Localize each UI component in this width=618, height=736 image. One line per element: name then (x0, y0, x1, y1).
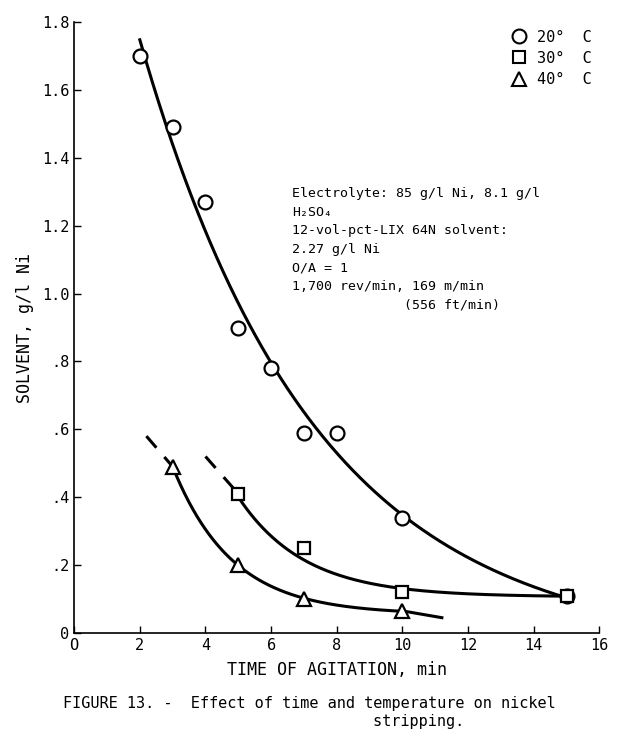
Legend: 20°  C, 30°  C, 40°  C: 20° C, 30° C, 40° C (512, 29, 592, 87)
Y-axis label: SOLVENT, g/l Ni: SOLVENT, g/l Ni (15, 252, 33, 403)
X-axis label: TIME OF AGITATION, min: TIME OF AGITATION, min (227, 661, 447, 679)
Text: FIGURE 13. -  Effect of time and temperature on nickel
                        s: FIGURE 13. - Effect of time and temperat… (62, 696, 556, 729)
Text: Electrolyte: 85 g/l Ni, 8.1 g/l
H₂SO₄
12-vol-pct-LIX 64N solvent:
2.27 g/l Ni
O/: Electrolyte: 85 g/l Ni, 8.1 g/l H₂SO₄ 12… (292, 187, 540, 311)
